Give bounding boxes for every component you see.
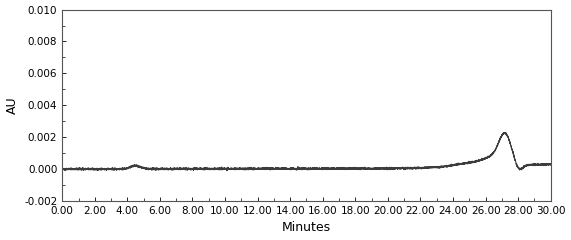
X-axis label: Minutes: Minutes <box>282 222 331 234</box>
Y-axis label: AU: AU <box>6 96 18 114</box>
